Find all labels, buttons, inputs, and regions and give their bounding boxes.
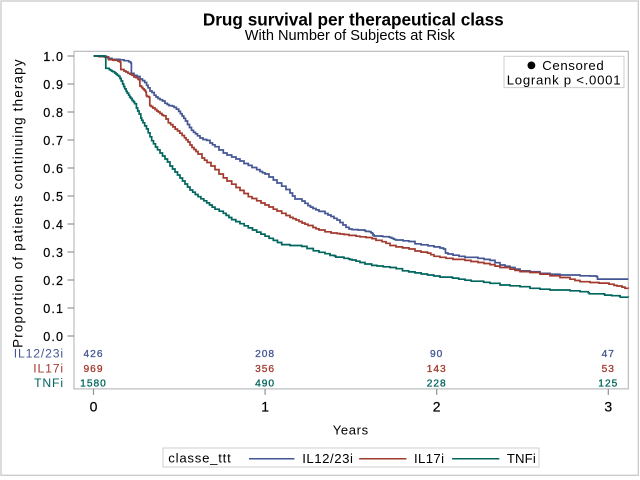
- svg-text:0.9: 0.9: [43, 78, 64, 92]
- svg-text:Drug survival per therapeutica: Drug survival per therapeutical class: [203, 9, 504, 29]
- svg-text:IL17i: IL17i: [414, 451, 444, 466]
- svg-text:1.0: 1.0: [43, 50, 64, 64]
- svg-text:228: 228: [427, 379, 447, 390]
- svg-text:1580: 1580: [80, 379, 107, 390]
- svg-text:2: 2: [433, 398, 441, 414]
- svg-text:47: 47: [602, 349, 615, 360]
- svg-text:0.6: 0.6: [43, 162, 64, 176]
- svg-text:3: 3: [604, 398, 612, 414]
- svg-text:Proportion of patients continu: Proportion of patients continuing therap…: [11, 58, 26, 348]
- svg-text:Years: Years: [333, 423, 369, 438]
- svg-text:208: 208: [255, 349, 275, 360]
- svg-text:490: 490: [255, 379, 275, 390]
- svg-text:125: 125: [598, 379, 618, 390]
- svg-text:0.0: 0.0: [43, 330, 64, 344]
- svg-text:0.8: 0.8: [43, 106, 64, 120]
- svg-text:With Number of Subjects at Ris: With Number of Subjects at Risk: [245, 28, 456, 44]
- svg-text:IL12/23i: IL12/23i: [302, 451, 353, 466]
- svg-text:0: 0: [90, 398, 98, 414]
- svg-text:TNFi: TNFi: [507, 451, 536, 466]
- svg-text:Logrank p <.0001: Logrank p <.0001: [507, 72, 622, 87]
- svg-text:0.1: 0.1: [43, 302, 64, 316]
- svg-text:356: 356: [255, 364, 275, 375]
- svg-text:Censored: Censored: [542, 58, 604, 73]
- svg-text:classe_ttt: classe_ttt: [168, 450, 231, 465]
- svg-text:426: 426: [84, 349, 104, 360]
- svg-text:0.7: 0.7: [43, 134, 64, 148]
- svg-text:IL12/23i: IL12/23i: [14, 347, 64, 361]
- svg-text:0.4: 0.4: [43, 218, 64, 232]
- svg-text:0.2: 0.2: [43, 274, 64, 288]
- svg-text:0.5: 0.5: [43, 190, 64, 204]
- svg-text:53: 53: [602, 364, 615, 375]
- svg-text:969: 969: [84, 364, 104, 375]
- svg-text:143: 143: [427, 364, 447, 375]
- svg-text:TNFi: TNFi: [34, 376, 64, 390]
- svg-text:0.3: 0.3: [43, 246, 64, 260]
- svg-text:90: 90: [430, 349, 443, 360]
- svg-text:1: 1: [261, 398, 269, 414]
- svg-text:IL17i: IL17i: [33, 362, 64, 376]
